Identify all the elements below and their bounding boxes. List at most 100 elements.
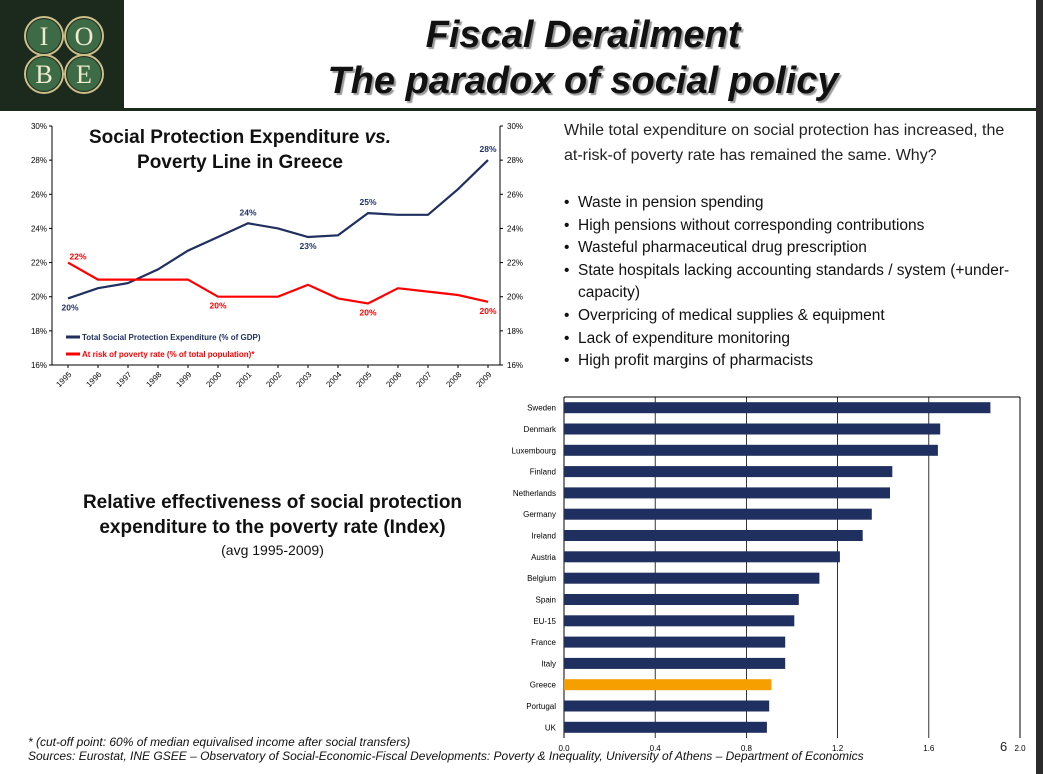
y-tick-label-left: 20%: [31, 293, 47, 302]
bar-germany: [564, 508, 872, 520]
category-label: Denmark: [524, 425, 557, 434]
category-label: Ireland: [532, 532, 556, 541]
list-item: Lack of expenditure monitoring: [562, 328, 1032, 351]
x-tick-label: 2005: [354, 370, 373, 389]
x-tick-label: 1.2: [832, 744, 844, 753]
bar-france: [564, 636, 786, 648]
chart2-subtitle: (avg 1995-2009): [221, 542, 324, 558]
legend-label: At risk of poverty rate (% of total popu…: [82, 350, 255, 359]
y-tick-label-right: 20%: [507, 293, 523, 302]
y-tick-label-left: 26%: [31, 190, 47, 199]
category-label: Italy: [541, 659, 556, 668]
y-tick-label-right: 28%: [507, 156, 523, 165]
x-tick-label: 0.8: [741, 744, 753, 753]
bar-sweden: [564, 402, 991, 414]
x-tick-label: 2009: [474, 370, 493, 389]
x-tick-label: 1997: [114, 370, 133, 389]
data-label: 20%: [209, 301, 226, 311]
bar-uk: [564, 721, 767, 733]
x-tick-label: 2002: [264, 370, 283, 389]
y-tick-label-left: 28%: [31, 156, 47, 165]
y-tick-label-right: 22%: [507, 259, 523, 268]
y-tick-label-right: 16%: [507, 361, 523, 370]
header-divider: [0, 108, 1036, 111]
category-label: Finland: [530, 468, 556, 477]
y-tick-label-left: 18%: [31, 327, 47, 336]
category-label: EU-15: [533, 617, 556, 626]
data-label: 25%: [359, 197, 376, 207]
category-label: UK: [545, 723, 557, 732]
bar-denmark: [564, 423, 941, 435]
reasons-list: Waste in pension spending High pensions …: [562, 192, 1032, 373]
category-label: Belgium: [527, 574, 556, 583]
slide-title-line1: Fiscal Derailment: [425, 14, 741, 56]
series-line-expenditure: [67, 159, 489, 300]
data-label: 20%: [479, 306, 496, 316]
data-label: 24%: [239, 207, 256, 217]
x-tick-label: 1998: [144, 370, 163, 389]
series-line-poverty: [67, 261, 489, 305]
bar-ireland: [564, 530, 863, 541]
bar-belgium: [564, 572, 820, 584]
x-tick-label: 2003: [294, 370, 313, 389]
data-label: 22%: [69, 252, 86, 262]
right-edge-strip: [1036, 0, 1043, 774]
y-tick-label-right: 18%: [507, 327, 523, 336]
data-label: 20%: [61, 302, 78, 312]
bar-greece: [564, 679, 772, 691]
y-tick-label-right: 26%: [507, 190, 523, 199]
bar-netherlands: [564, 487, 890, 499]
y-tick-label-left: 16%: [31, 361, 47, 370]
bar-italy: [564, 657, 786, 669]
x-tick-label: 2006: [384, 370, 403, 389]
footnote-cutoff: * (cut-off point: 60% of median equivali…: [28, 735, 411, 749]
bar-eu-15: [564, 615, 795, 627]
category-label: Luxembourg: [512, 446, 556, 455]
y-tick-label-right: 30%: [507, 122, 523, 131]
y-tick-label-right: 24%: [507, 224, 523, 233]
bar-austria: [564, 551, 840, 563]
x-tick-label: 0.4: [650, 744, 662, 753]
list-item: Overpricing of medical supplies & equipm…: [562, 305, 1032, 328]
list-item: Waste in pension spending: [562, 192, 1032, 215]
data-label: 23%: [299, 241, 316, 251]
category-label: France: [531, 638, 556, 647]
x-tick-label: 2007: [414, 370, 433, 389]
bar-chart: Sweden Denmark Luxembourg Finland Netherland…: [512, 396, 1026, 753]
category-label: Germany: [523, 510, 556, 519]
x-tick-label: 2004: [324, 370, 343, 389]
data-label: 28%: [479, 144, 496, 154]
y-tick-label-left: 24%: [31, 224, 47, 233]
slide-header: [0, 0, 1043, 111]
category-label: Greece: [530, 681, 557, 690]
chart1-title-line1: Social Protection Expenditure vs.: [89, 127, 391, 148]
x-tick-label: 2001: [234, 370, 253, 389]
list-item: High pensions without corresponding cont…: [562, 215, 1032, 238]
y-tick-label-left: 22%: [31, 259, 47, 268]
category-label: Sweden: [527, 404, 556, 413]
logo-letter-i: I: [40, 22, 49, 51]
chart2-title: Relative effectiveness of social protect…: [82, 492, 463, 538]
x-tick-label: 1995: [54, 370, 73, 389]
iobe-logo: I O B E: [0, 0, 124, 111]
x-tick-label: 1.6: [923, 744, 935, 753]
x-tick-label: 2000: [204, 370, 223, 389]
logo-letter-o: O: [75, 22, 94, 51]
slide-title-line2: The paradox of social policy: [327, 60, 839, 102]
category-label: Portugal: [526, 702, 556, 711]
legend-label: Total Social Protection Expenditure (% o…: [82, 333, 261, 342]
x-tick-label: 2.0: [1014, 744, 1026, 753]
category-label: Netherlands: [513, 489, 556, 498]
line-chart: 30% 28% 26% 24% 22% 20% 18% 16% 30% 28% 26% 24% 22% 2…: [31, 122, 523, 389]
x-tick-label: 0.0: [558, 744, 570, 753]
y-tick-label-left: 30%: [31, 122, 47, 131]
intro-paragraph: While total expenditure on social protec…: [564, 122, 1005, 164]
category-label: Spain: [536, 595, 556, 604]
list-item: State hospitals lacking accounting stand…: [562, 260, 1032, 305]
bar-finland: [564, 466, 893, 478]
list-item: Wasteful pharmaceutical drug prescriptio…: [562, 237, 1032, 260]
category-label: Austria: [531, 553, 556, 562]
data-label: 20%: [359, 308, 376, 318]
list-item: High profit margins of pharmacists: [562, 350, 1032, 373]
bar-spain: [564, 594, 799, 605]
